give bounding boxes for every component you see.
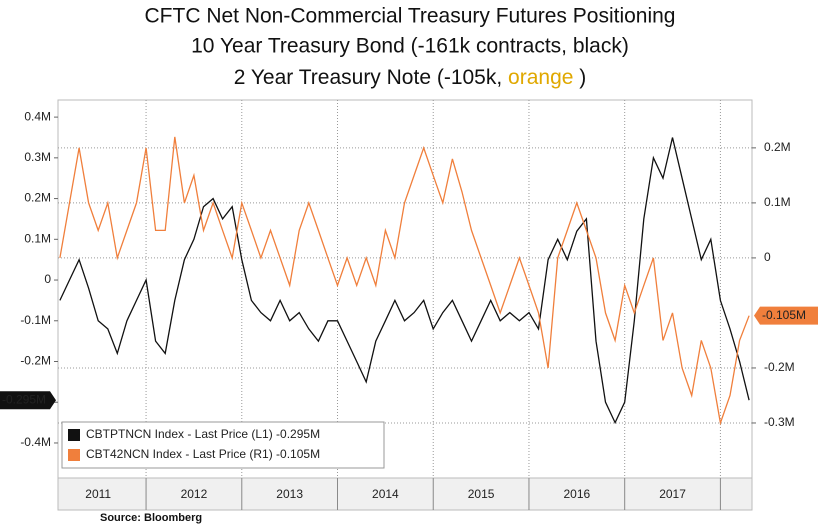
plot-area <box>57 99 753 479</box>
x-tick-label: 2015 <box>468 487 495 501</box>
x-tick-label: 2017 <box>659 487 686 501</box>
x-tick-label: 2011 <box>85 487 111 501</box>
chart-subtitle: 2 Year Treasury Note (-105k, orange ) <box>234 66 587 89</box>
y2-tick-label: -0.2M <box>764 360 795 374</box>
subtitle-part: ) <box>579 66 586 89</box>
y2-tick-label: -0.3M <box>764 415 795 429</box>
x-tick-label: 2014 <box>372 487 399 501</box>
last-value-label: -0.105M <box>762 308 806 322</box>
legend-label: CBT42NCN Index - Last Price (R1) -0.105M <box>86 447 320 461</box>
y-tick-label: -0.1M <box>20 313 51 327</box>
last-value-badge <box>754 306 818 325</box>
y2-tick-label: 0 <box>764 250 771 264</box>
x-tick-label: 2013 <box>276 487 303 501</box>
last-value-label: -0.295M <box>2 392 46 406</box>
subtitle-part: 2 Year Treasury Note (-105k, <box>234 66 502 89</box>
y-tick-label: 0.3M <box>24 150 51 164</box>
y-tick-label: -0.4M <box>20 435 51 449</box>
y-tick-label: 0.2M <box>24 191 51 205</box>
legend-swatch <box>68 449 80 461</box>
chart-title: CFTC Net Non-Commercial Treasury Futures… <box>145 5 676 28</box>
y-tick-label: -0.2M <box>20 354 51 368</box>
source: Source: Bloomberg <box>100 512 202 524</box>
legend-box <box>61 421 385 469</box>
last-value-badge <box>0 391 56 410</box>
x-axis-strip <box>57 477 753 511</box>
chart-subtitle: 10 Year Treasury Bond (-161k contracts, … <box>191 35 629 58</box>
legend-label: CBTPTNCN Index - Last Price (L1) -0.295M <box>86 427 320 441</box>
legend-swatch <box>68 429 80 441</box>
x-tick-label: 2016 <box>563 487 590 501</box>
x-tick-label: 2012 <box>181 487 208 501</box>
y-tick-label: 0 <box>44 272 51 286</box>
y-tick-label: 0.4M <box>24 109 51 123</box>
y-tick-label: 0.1M <box>24 231 51 245</box>
subtitle-highlight: orange <box>508 66 573 89</box>
y2-tick-label: 0.2M <box>764 140 791 154</box>
series-line <box>59 137 750 425</box>
series-line <box>59 136 750 426</box>
y2-tick-label: 0.1M <box>764 195 791 209</box>
